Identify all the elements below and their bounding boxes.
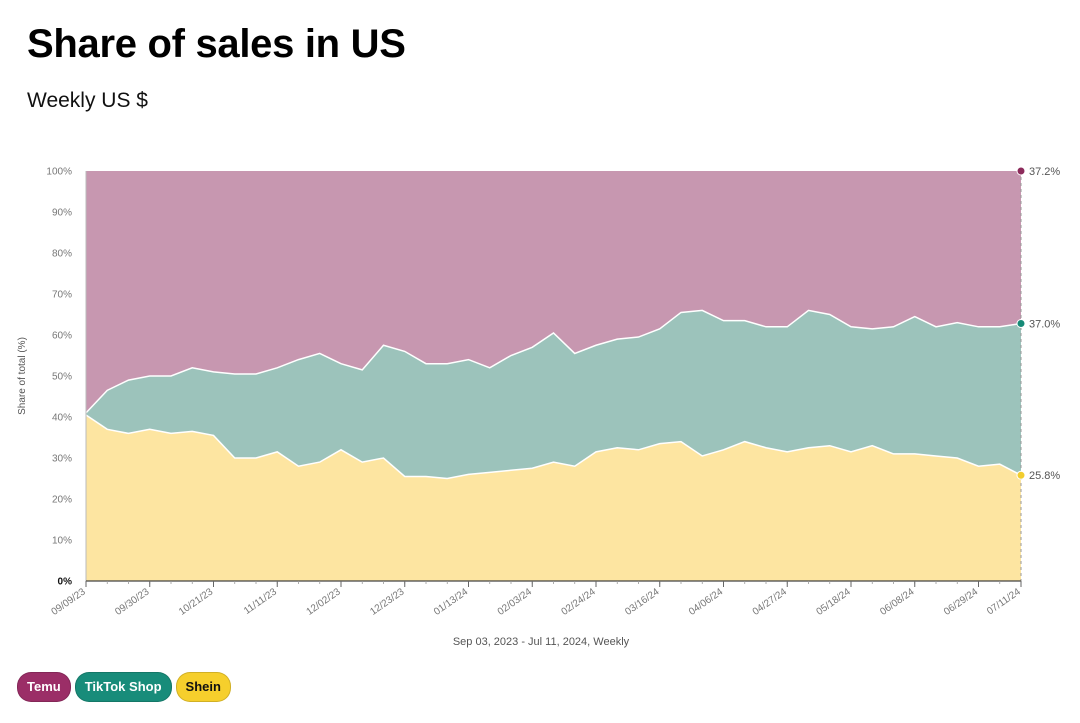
chart-subtitle: Weekly US $ [27, 89, 148, 112]
x-tick-label: 06/29/24 [942, 586, 981, 618]
x-tick-label: 05/18/24 [815, 586, 854, 618]
x-axis-label: Sep 03, 2023 - Jul 11, 2024, Weekly [453, 636, 630, 648]
legend-item-tiktok[interactable]: TikTok Shop [74, 672, 172, 702]
area-layers [85, 171, 1022, 581]
end-value-label-shein: 25.8% [1029, 470, 1060, 482]
y-tick-label: 100% [46, 167, 72, 178]
x-tick-label: 12/02/23 [305, 586, 344, 618]
stacked-area-chart: 0% 10% 20% 30% 40% 50% 60% 70% 80% 90% 100% 09/09/… [17, 166, 1060, 648]
end-markers: 37.2% 37.0% 25.8% [1016, 166, 1060, 482]
x-tick-label: 12/23/23 [368, 586, 407, 618]
end-marker-shein [1016, 470, 1026, 480]
x-tick-label: 09/30/23 [113, 586, 152, 618]
x-tick-label: 06/08/24 [878, 586, 917, 618]
end-value-label-tiktok: 37.0% [1029, 319, 1060, 331]
y-tick-label: 0% [58, 577, 73, 588]
x-tick-label: 10/21/23 [177, 586, 216, 618]
end-marker-tiktok [1016, 319, 1026, 329]
legend-item-shein[interactable]: Shein [175, 672, 231, 702]
y-axis: 0% 10% 20% 30% 40% 50% 60% 70% 80% 90% 100% [46, 167, 87, 588]
chart-title: Share of sales in US [27, 22, 406, 66]
y-tick-label: 10% [52, 536, 72, 547]
end-marker-temu [1016, 166, 1026, 176]
x-tick-label: 09/09/23 [50, 586, 89, 618]
y-tick-label: 50% [52, 372, 72, 383]
boundary-line-shein [85, 414, 1022, 480]
x-tick-label: 03/16/24 [623, 586, 662, 618]
end-value-label-temu: 37.2% [1029, 166, 1060, 178]
x-tick-label: 07/11/24 [985, 586, 1023, 617]
area-tiktok [86, 310, 1021, 479]
y-tick-label: 20% [52, 495, 72, 506]
area-shein [86, 414, 1021, 581]
area-temu [86, 171, 1021, 413]
boundary-line-tiktok [85, 309, 1022, 414]
legend-item-temu[interactable]: Temu [17, 672, 71, 702]
x-tick-label: 04/27/24 [751, 586, 790, 618]
x-axis: 09/09/23 09/30/23 10/21/23 11/11/23 12/02/23… [50, 580, 1023, 618]
y-tick-label: 30% [52, 454, 72, 465]
y-tick-label: 90% [52, 208, 72, 219]
legend: Temu TikTok Shop Shein [17, 672, 231, 702]
y-tick-label: 60% [52, 331, 72, 342]
y-tick-label: 80% [52, 249, 72, 260]
y-tick-label: 70% [52, 290, 72, 301]
x-tick-label: 04/06/24 [687, 586, 726, 618]
x-tick-label: 01/13/24 [432, 586, 471, 618]
y-tick-label: 40% [52, 413, 72, 424]
x-tick-label: 02/03/24 [496, 586, 535, 618]
x-tick-label: 02/24/24 [560, 586, 599, 618]
x-tick-label: 11/11/23 [242, 586, 279, 617]
y-axis-label: Share of total (%) [17, 337, 28, 415]
